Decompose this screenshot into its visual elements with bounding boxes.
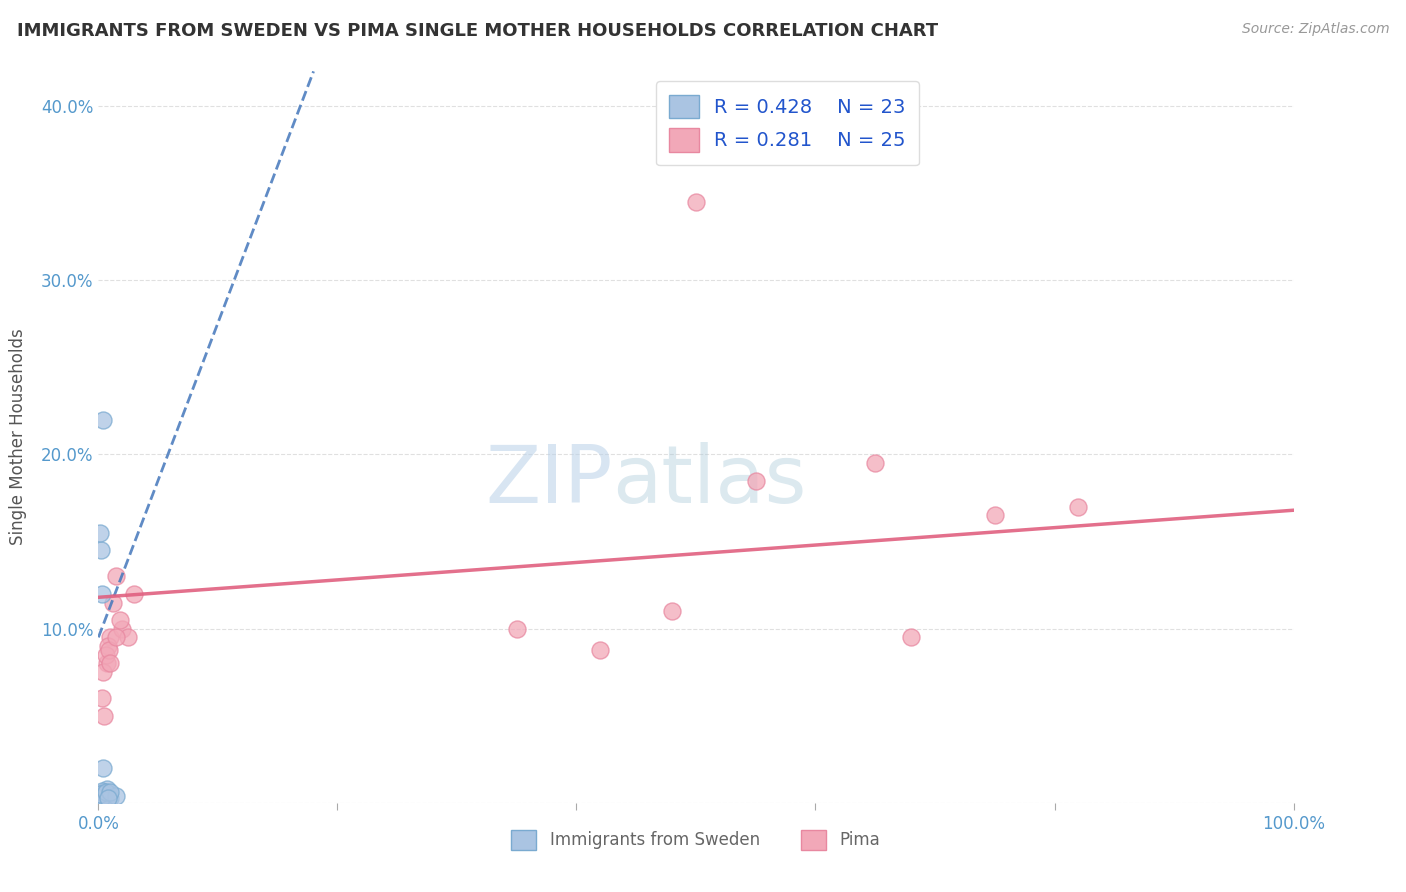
Point (91, 789, 114, 803)
Text: ZIP: ZIP (485, 442, 613, 520)
Point (589, 642, 612, 657)
Point (108, 613, 131, 627)
Point (101, 595, 124, 609)
Legend: Immigrants from Sweden, Pima: Immigrants from Sweden, Pima (505, 823, 887, 856)
Point (93, 785, 115, 799)
Point (94, 789, 117, 803)
Point (98, 642, 121, 657)
Point (98, 785, 122, 799)
Point (98, 790, 122, 805)
Point (89, 525, 111, 540)
Point (97, 790, 120, 805)
Point (91, 761, 114, 775)
Point (661, 604, 683, 618)
Point (91, 587, 114, 601)
Point (506, 622, 529, 636)
Point (91, 665, 114, 680)
Point (1067, 500, 1090, 514)
Point (91, 783, 114, 797)
Point (90, 790, 112, 805)
Point (89, 787, 111, 801)
Point (96, 657, 118, 671)
Point (117, 631, 139, 645)
Point (98, 631, 122, 645)
Point (91, 691, 114, 706)
Point (111, 622, 134, 636)
Point (97, 639, 120, 653)
Point (685, 194, 707, 209)
Text: IMMIGRANTS FROM SWEDEN VS PIMA SINGLE MOTHER HOUSEHOLDS CORRELATION CHART: IMMIGRANTS FROM SWEDEN VS PIMA SINGLE MO… (17, 22, 938, 40)
Point (94, 785, 117, 799)
Text: Source: ZipAtlas.com: Source: ZipAtlas.com (1241, 22, 1389, 37)
Point (97, 790, 120, 805)
Point (984, 508, 1007, 523)
Point (93, 708, 115, 723)
Point (105, 569, 128, 583)
Point (90, 790, 112, 805)
Point (105, 789, 128, 803)
Point (98, 787, 121, 801)
Point (900, 631, 922, 645)
Point (90, 543, 112, 558)
Point (91, 412, 114, 426)
Point (105, 631, 128, 645)
Point (93, 787, 115, 801)
Point (745, 474, 768, 488)
Point (865, 456, 887, 470)
Point (124, 587, 146, 601)
Point (89, 787, 111, 801)
Text: atlas: atlas (613, 442, 807, 520)
Point (96, 781, 118, 796)
Point (94, 648, 117, 662)
Point (91, 789, 114, 803)
Point (98, 657, 122, 671)
Y-axis label: Single Mother Households: Single Mother Households (10, 329, 27, 545)
